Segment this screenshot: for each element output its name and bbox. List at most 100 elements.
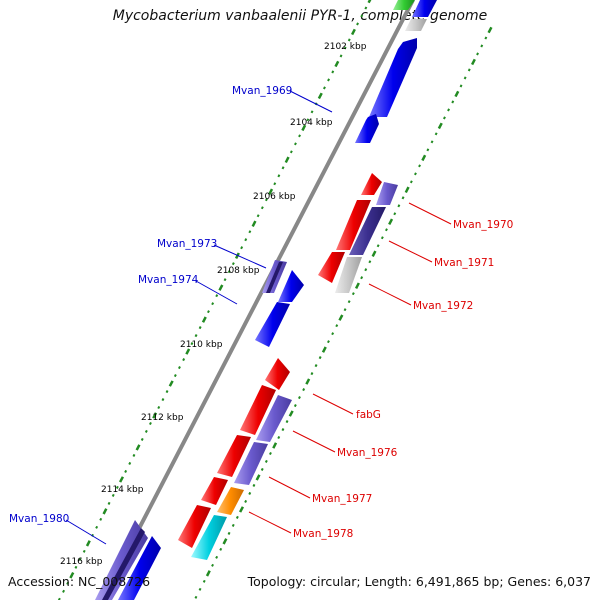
label-mvan-1972[interactable]: Mvan_1972 [413,300,473,312]
scale-tick [310,372,314,376]
label-mvan-1969[interactable]: Mvan_1969 [232,85,292,97]
scale-tick [331,70,335,74]
scale-tick [190,342,194,346]
gene-mvan-1973-dark[interactable] [266,262,283,293]
scale-tick [343,308,347,312]
scale-tick [470,58,476,66]
scale-tick [364,6,368,10]
scale-tick [401,196,405,200]
connector-mvan-1977 [268,476,311,499]
scale-tick [264,459,268,463]
gene-mvan-1972-red[interactable] [318,252,345,283]
label-mvan-1973[interactable]: Mvan_1973 [157,238,217,250]
gene-mvan-1977-red[interactable] [217,435,251,477]
label-mvan-1970[interactable]: Mvan_1970 [453,219,513,231]
scale-tick [347,300,351,304]
scale-tick [238,506,245,513]
scale-tick [219,547,223,551]
accession-text: Accession: NC_008726 [8,574,151,589]
scale-tick [144,429,148,433]
gene-mvan-1974[interactable] [278,270,304,302]
gene-mvan-1974-b[interactable] [255,302,290,347]
scale-tick [335,324,339,328]
gene-mvan-1978-orange[interactable] [217,487,244,515]
scale-tick [102,508,108,515]
label-mvan-1977[interactable]: Mvan_1977 [312,493,372,505]
label-mvan-1971[interactable]: Mvan_1971 [434,257,494,269]
scale-tick [317,92,323,100]
scale-tick [305,378,311,385]
scale-tick [388,218,394,225]
gene-mvan-1969-b[interactable] [355,114,379,143]
gene-mvan-1971-red[interactable] [336,200,371,250]
gene-blue-partial-top[interactable] [412,0,437,17]
scale-tick [62,589,65,593]
gene-gray-partial-top[interactable] [405,19,427,31]
scale-label-2110: 2110 kbp [180,340,223,350]
scale-tick [248,491,252,495]
gene-fabg[interactable] [265,358,290,390]
gene-mvan-1976-red[interactable] [240,385,276,435]
gene-mvan-1978-red[interactable] [201,477,228,505]
scale-tick [277,174,281,178]
scale-label-2106: 2106 kbp [253,192,296,202]
scale-tick [376,244,380,248]
scale-tick [135,444,141,451]
gene-mvan-1969[interactable] [369,38,417,117]
gene-mvan-1972[interactable] [335,257,362,293]
scale-tick [447,108,450,112]
gene-green-partial[interactable] [393,0,415,10]
scale-tick [149,421,152,426]
scale-tick [409,180,413,184]
scale-tick [198,326,202,330]
scale-tick [260,467,264,471]
scale-tick [99,517,103,521]
scale-tick [231,262,235,266]
label-mvan-1974[interactable]: Mvan_1974 [138,274,199,286]
scale-tick [437,122,443,130]
scale-label-2112: 2112 kbp [141,413,184,423]
scale-tick [78,557,82,561]
scale-tick [231,523,235,527]
scale-tick [152,412,158,419]
scale-tick [385,228,388,232]
scale-tick [343,46,347,50]
scale-tick [118,476,125,483]
scale-tick [240,246,244,250]
scale-tick [215,294,219,298]
scale-tick [255,474,261,481]
label-mvan-1980[interactable]: Mvan_1980 [9,513,69,525]
label-fabg[interactable]: fabG [356,409,381,421]
scale-tick [182,358,186,362]
label-mvan-1978[interactable]: Mvan_1978 [293,528,353,540]
scale-tick [451,100,455,104]
connector-mvan-1980 [65,519,107,545]
scale-label-2104: 2104 kbp [290,118,333,128]
scale-label-2108: 2108 kbp [217,266,260,276]
gene-mvan-1977[interactable] [234,442,268,485]
gene-mvan-1971[interactable] [349,207,386,255]
gene-mvan-1976[interactable] [256,395,292,442]
scale-tick [74,565,78,569]
scale-tick [430,140,434,144]
scale-tick [459,84,463,88]
gene-mvan-1978-red-b[interactable] [178,505,211,548]
scale-tick [173,374,177,378]
scale-tick [207,310,210,314]
scale-tick [454,90,460,98]
scale-tick [426,148,430,152]
scale-tick [82,549,86,553]
label-mvan-1976[interactable]: Mvan_1976 [337,447,398,459]
scale-tick [360,14,364,18]
scale-tick [367,0,372,4]
gene-mvan-1970[interactable] [361,173,382,195]
scale-tick [371,250,377,257]
gene-mvan-1980-blue[interactable] [118,536,161,600]
gene-mvan-1970-purple[interactable] [376,182,398,205]
scale-tick [360,276,364,280]
gene-mvan-1978[interactable] [191,515,227,560]
gene-mvan-1980-dark[interactable] [102,528,145,600]
connector-mvan-1976 [292,430,336,453]
scale-tick [128,461,132,465]
